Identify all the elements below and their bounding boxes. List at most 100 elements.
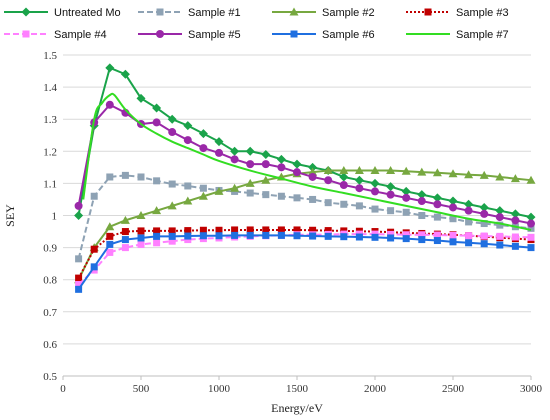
data-point-sample-1 xyxy=(433,213,441,221)
data-point-untreated-mo xyxy=(105,63,115,73)
data-point-sample-6 xyxy=(402,235,410,243)
data-point-untreated-mo xyxy=(276,154,286,164)
data-point-untreated-mo xyxy=(370,178,380,188)
data-point-untreated-mo xyxy=(292,159,302,169)
data-point-sample-5 xyxy=(449,203,457,212)
data-point-sample-5 xyxy=(511,216,520,225)
data-point-sample-6 xyxy=(293,232,301,240)
data-point-sample-2 xyxy=(386,166,396,175)
data-point-sample-4 xyxy=(418,231,426,239)
data-point-sample-2 xyxy=(198,191,208,200)
legend-item-sample-5: Sample #5 xyxy=(138,29,241,41)
data-point-sample-6 xyxy=(418,236,426,244)
data-point-untreated-mo xyxy=(354,175,364,185)
gridlines xyxy=(63,54,531,377)
data-point-sample-3 xyxy=(309,226,317,234)
data-point-untreated-mo xyxy=(510,209,520,219)
data-point-sample-1 xyxy=(324,199,332,207)
data-point-untreated-mo xyxy=(339,172,349,182)
data-point-sample-4 xyxy=(387,230,395,238)
data-point-sample-5 xyxy=(386,190,395,199)
data-point-sample-6 xyxy=(449,238,457,246)
data-point-untreated-mo xyxy=(464,199,474,209)
legend-label-sample-7: Sample #7 xyxy=(456,29,509,41)
legend-item-sample-4: Sample #4 xyxy=(4,29,107,41)
data-point-sample-3 xyxy=(153,227,161,235)
data-point-sample-5 xyxy=(339,181,348,190)
legend-marker-sample-4 xyxy=(22,30,30,38)
data-point-sample-1 xyxy=(293,194,301,202)
legend-label-sample-2: Sample #2 xyxy=(322,7,375,19)
data-point-sample-6 xyxy=(527,244,535,252)
data-point-sample-1 xyxy=(371,205,379,213)
legend-label-sample-3: Sample #3 xyxy=(456,7,509,19)
data-point-sample-3 xyxy=(215,226,223,234)
y-tick-label: 1.4 xyxy=(43,82,57,94)
data-point-sample-5 xyxy=(74,201,83,210)
data-point-sample-5 xyxy=(277,163,286,172)
data-point-sample-3 xyxy=(137,227,145,235)
data-point-sample-6 xyxy=(309,232,317,240)
legend-label-sample-4: Sample #4 xyxy=(54,29,107,41)
series-sample-6 xyxy=(75,231,535,293)
data-point-untreated-mo xyxy=(479,202,489,212)
data-point-sample-6 xyxy=(137,234,145,242)
x-tick-label: 3000 xyxy=(520,383,543,395)
data-point-sample-5 xyxy=(261,160,270,169)
data-point-untreated-mo xyxy=(308,162,318,172)
data-point-sample-6 xyxy=(433,237,441,245)
data-point-sample-6 xyxy=(231,231,239,239)
y-tick-label: 1.1 xyxy=(43,178,57,190)
data-point-untreated-mo xyxy=(167,114,177,124)
data-point-sample-1 xyxy=(527,224,535,232)
x-axis-label: Energy/eV xyxy=(271,401,323,415)
data-point-sample-3 xyxy=(199,226,207,234)
y-tick-label: 1.2 xyxy=(43,146,57,158)
data-point-sample-3 xyxy=(324,227,332,235)
data-point-sample-2 xyxy=(495,172,505,181)
data-point-sample-2 xyxy=(432,168,442,177)
y-tick-label: 0.7 xyxy=(43,307,57,319)
legend-item-untreated-mo: Untreated Mo xyxy=(4,7,121,19)
data-point-sample-5 xyxy=(293,168,301,177)
data-point-sample-4 xyxy=(527,233,535,241)
x-tick-label: 2500 xyxy=(442,383,465,395)
data-point-sample-5 xyxy=(495,213,504,222)
data-point-sample-4 xyxy=(184,236,192,244)
data-point-sample-6 xyxy=(340,233,348,241)
data-point-untreated-mo xyxy=(214,137,224,147)
legend-item-sample-2: Sample #2 xyxy=(272,7,375,19)
y-tick-label: 1 xyxy=(52,211,58,223)
data-point-sample-6 xyxy=(106,240,114,248)
data-point-sample-5 xyxy=(355,184,364,193)
data-point-sample-5 xyxy=(433,200,442,209)
legend-marker-sample-6 xyxy=(290,30,298,38)
data-point-sample-2 xyxy=(526,175,536,184)
data-point-sample-1 xyxy=(199,184,207,192)
data-point-untreated-mo xyxy=(152,103,162,113)
data-point-sample-6 xyxy=(246,231,254,239)
data-point-sample-3 xyxy=(184,227,192,235)
legend-label-sample-5: Sample #5 xyxy=(188,29,241,41)
data-point-sample-1 xyxy=(121,171,129,179)
data-point-sample-6 xyxy=(153,232,161,240)
data-point-sample-2 xyxy=(152,206,162,215)
y-tick-label: 1.3 xyxy=(43,114,57,126)
legend-marker-sample-1 xyxy=(156,8,164,16)
data-point-untreated-mo xyxy=(120,69,130,79)
data-point-sample-2 xyxy=(464,170,474,179)
data-point-sample-5 xyxy=(183,136,192,145)
data-point-sample-4 xyxy=(449,231,457,239)
data-point-sample-4 xyxy=(480,232,488,240)
data-point-sample-5 xyxy=(152,118,161,127)
data-point-sample-4 xyxy=(168,237,176,245)
legend-item-sample-3: Sample #3 xyxy=(406,7,509,19)
legend-marker-sample-3 xyxy=(424,8,432,16)
legend-marker-sample-2 xyxy=(289,7,299,16)
data-point-sample-4 xyxy=(433,231,441,239)
data-point-sample-5 xyxy=(402,193,411,202)
legend-label-sample-6: Sample #6 xyxy=(322,29,375,41)
data-point-sample-2 xyxy=(230,183,240,192)
data-point-sample-1 xyxy=(480,220,488,228)
series-line-sample-5 xyxy=(77,103,532,225)
